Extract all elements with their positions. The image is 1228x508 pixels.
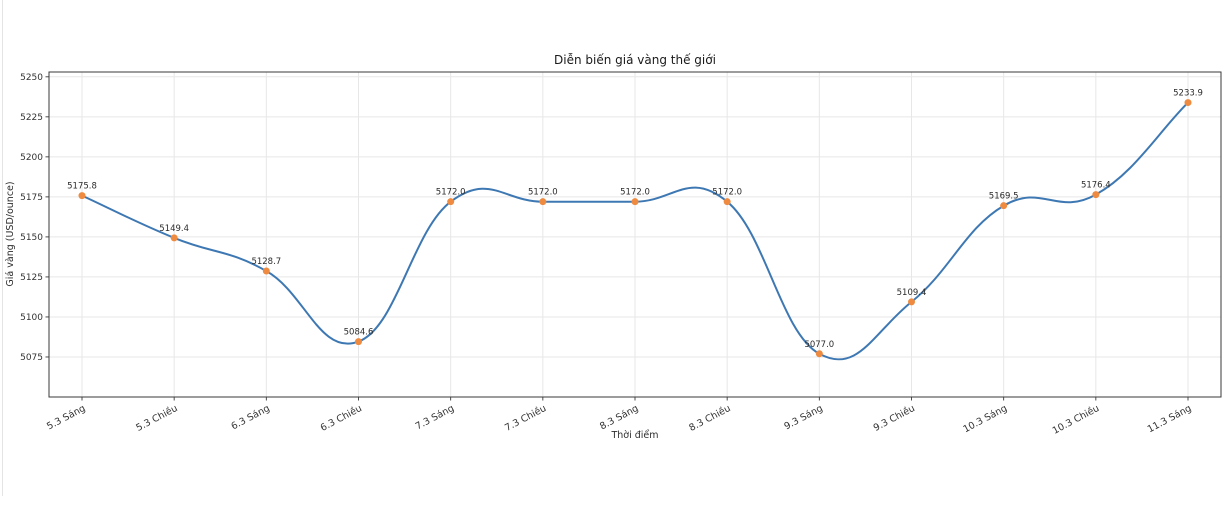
x-tick-label: 7.3 Chiều — [503, 403, 548, 434]
x-tick-label: 5.3 Sáng — [45, 403, 87, 432]
data-point-marker — [908, 298, 915, 306]
y-tick-label: 5225 — [20, 113, 43, 123]
x-tick-label: 6.3 Chiều — [319, 403, 364, 434]
data-point-label: 5169.5 — [989, 192, 1019, 202]
x-tick-label: 5.3 Chiều — [134, 403, 179, 434]
x-tick-label: 10.3 Chiều — [1051, 403, 1101, 437]
data-point-label: 5175.8 — [67, 182, 97, 192]
data-point-marker — [78, 192, 86, 200]
tick-marks — [45, 76, 1189, 401]
data-point-label: 5128.7 — [251, 257, 281, 267]
data-point-label: 5077.0 — [804, 340, 834, 350]
y-tick-label: 5250 — [20, 73, 43, 83]
data-point-marker — [815, 350, 823, 358]
chart-title: Diễn biến giá vàng thế giới — [554, 53, 716, 67]
data-point-marker — [631, 198, 639, 206]
data-point-label: 5172.0 — [436, 188, 466, 198]
data-point-marker — [539, 198, 547, 206]
data-point-labels: 5175.8 5149.4 5128.7 5084.6 5172.0 5172.0 5172… — [67, 89, 1203, 350]
data-point-label: 5084.6 — [344, 328, 374, 338]
data-points — [78, 99, 1192, 358]
data-point-marker — [355, 338, 362, 346]
data-point-label: 5172.0 — [712, 188, 742, 198]
data-point-marker — [447, 198, 455, 206]
data-point-label: 5176.4 — [1081, 181, 1111, 191]
x-tick-label: 9.3 Sáng — [782, 403, 824, 432]
data-point-label: 5172.0 — [528, 188, 558, 198]
y-tick-label: 5100 — [20, 313, 43, 323]
data-point-marker — [170, 234, 178, 242]
y-tick-label: 5150 — [20, 233, 43, 243]
data-point-label: 5172.0 — [620, 188, 650, 198]
data-point-marker — [1092, 191, 1100, 199]
y-axis-label: Giá vàng (USD/ounce) — [5, 181, 16, 286]
x-tick-label: 8.3 Chiều — [687, 403, 732, 434]
data-point-label: 5109.4 — [897, 288, 927, 298]
x-tick-label: 6.3 Sáng — [229, 403, 271, 432]
x-tick-label: 8.3 Sáng — [598, 403, 640, 432]
left-edge-artifact — [2, 0, 3, 496]
data-point-marker — [723, 198, 731, 206]
x-tick-label: 10.3 Sáng — [961, 403, 1009, 435]
x-axis-label: Thời điểm — [610, 430, 658, 441]
data-point-marker — [262, 267, 270, 275]
x-tick-label: 11.3 Sáng — [1146, 403, 1194, 435]
x-tick-label: 9.3 Chiều — [872, 403, 917, 434]
data-point-label: 5149.4 — [159, 224, 189, 234]
y-tick-label: 5200 — [20, 153, 43, 163]
y-tick-label: 5075 — [20, 353, 43, 363]
data-point-marker — [1184, 99, 1192, 107]
y-tick-label: 5175 — [20, 193, 43, 203]
y-tick-label: 5125 — [20, 273, 43, 283]
y-tick-labels: 5075 5100 5125 5150 5175 5200 5225 5250 — [20, 73, 43, 363]
plot-border — [48, 71, 1222, 398]
data-point-marker — [1000, 202, 1008, 210]
data-point-label: 5233.9 — [1173, 89, 1203, 99]
x-tick-label: 7.3 Sáng — [414, 403, 456, 432]
grid-lines — [49, 72, 1221, 397]
